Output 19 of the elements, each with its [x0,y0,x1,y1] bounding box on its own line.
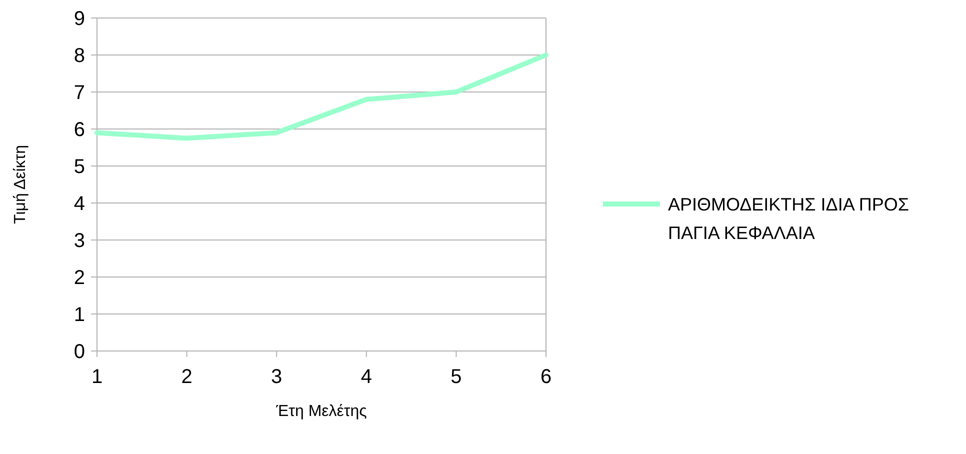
legend-label: ΑΡΙΘΜΟΔΕΙΚΤΗΣ ΙΔΙΑ ΠΡΟΣ ΠΑΓΙΑ ΚΕΦΑΛΑΙΑ [668,194,909,244]
x-tick-label: 2 [181,366,192,388]
x-tick-label: 3 [271,366,282,388]
x-tick-label: 6 [540,366,552,388]
y-tick-label: 0 [74,341,85,363]
y-tick-label: 8 [74,45,85,67]
y-tick-label: 4 [74,193,85,215]
x-tick-label: 5 [450,366,462,388]
x-tick-label: 4 [360,366,372,388]
y-axis-title: Τιμή Δείκτη [12,144,29,224]
y-tick-label: 1 [74,304,85,326]
y-tick-label: 3 [74,230,85,252]
y-tick-label: 5 [74,156,85,178]
y-tick-label: 9 [74,8,85,30]
y-tick-label: 6 [74,119,85,141]
y-tick-label: 7 [74,82,85,104]
x-axis-title: Έτη Μελέτης [275,403,368,420]
x-tick-label: 1 [91,366,103,388]
y-tick-label: 2 [74,267,85,289]
